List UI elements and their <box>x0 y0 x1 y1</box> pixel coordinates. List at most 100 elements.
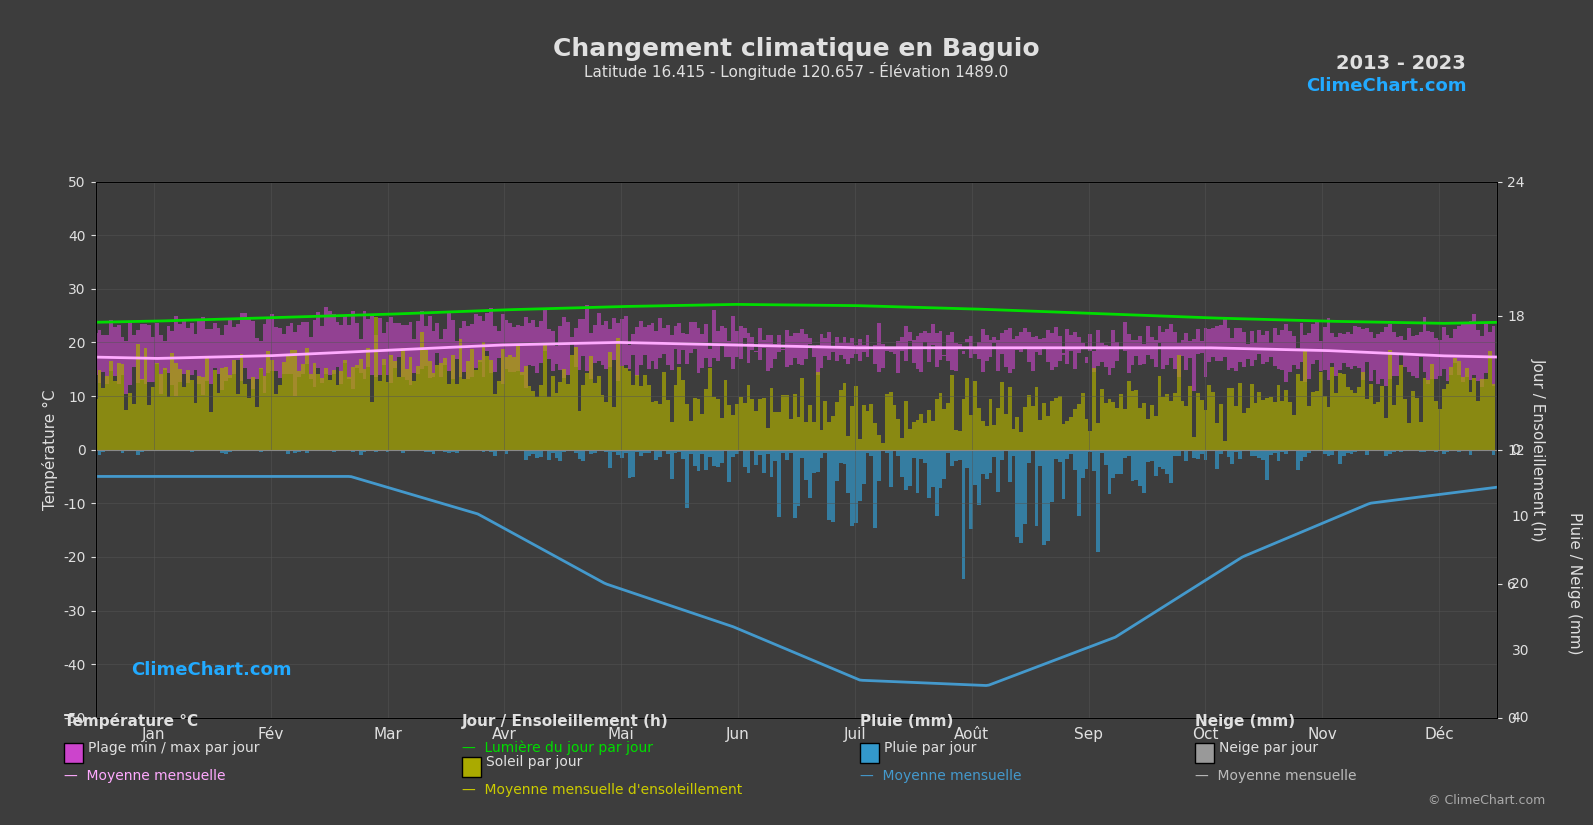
Bar <box>201 377 205 450</box>
Bar <box>946 450 949 453</box>
Bar <box>1270 450 1273 455</box>
Bar <box>924 332 927 342</box>
Bar <box>682 450 685 459</box>
Bar <box>789 336 793 365</box>
Bar <box>1338 373 1341 450</box>
Bar <box>585 373 589 450</box>
Bar <box>693 450 696 466</box>
Bar <box>734 450 739 454</box>
Bar <box>513 327 516 372</box>
Bar <box>669 422 674 450</box>
Bar <box>1161 332 1164 369</box>
Bar <box>647 385 650 450</box>
Bar <box>900 337 905 351</box>
Bar <box>1161 397 1164 450</box>
Bar <box>1319 371 1322 450</box>
Bar <box>658 450 663 457</box>
Bar <box>930 421 935 450</box>
Bar <box>1099 389 1104 450</box>
Bar <box>1289 402 1292 450</box>
Bar <box>1380 332 1384 380</box>
Bar <box>789 419 793 450</box>
Bar <box>808 450 812 497</box>
Bar <box>1223 441 1227 450</box>
Text: 40: 40 <box>1512 711 1529 724</box>
Text: ClimeChart.com: ClimeChart.com <box>1306 77 1467 95</box>
Bar <box>1180 450 1185 451</box>
Bar <box>1426 332 1431 384</box>
Bar <box>682 380 685 450</box>
Bar <box>812 347 816 356</box>
Bar <box>500 450 505 451</box>
Bar <box>1477 330 1480 381</box>
Bar <box>1039 450 1042 465</box>
Bar <box>1153 340 1158 367</box>
Bar <box>819 334 824 368</box>
Bar <box>140 324 143 380</box>
Bar <box>581 385 585 450</box>
Bar <box>1257 392 1262 450</box>
Bar <box>546 450 551 460</box>
Bar <box>1480 336 1485 387</box>
Bar <box>233 328 236 375</box>
Bar <box>116 324 121 384</box>
Bar <box>363 450 366 451</box>
Bar <box>1158 376 1161 450</box>
Bar <box>1469 321 1472 380</box>
Bar <box>1096 450 1099 553</box>
Bar <box>527 386 532 450</box>
Bar <box>570 337 573 343</box>
Bar <box>774 412 777 450</box>
Bar <box>401 348 405 450</box>
Bar <box>350 311 355 389</box>
Bar <box>800 378 804 450</box>
Bar <box>1243 413 1246 450</box>
Bar <box>459 338 462 450</box>
Bar <box>1131 450 1134 481</box>
Bar <box>570 355 573 450</box>
Bar <box>693 398 696 450</box>
Bar <box>462 450 467 451</box>
Bar <box>1112 403 1115 450</box>
Bar <box>624 316 628 365</box>
Bar <box>467 450 470 451</box>
Bar <box>769 335 774 367</box>
Bar <box>965 450 969 468</box>
Bar <box>274 394 279 450</box>
Bar <box>742 328 747 338</box>
Bar <box>734 331 739 357</box>
Bar <box>1488 332 1491 355</box>
Bar <box>1012 339 1015 369</box>
Bar <box>1112 330 1115 368</box>
Bar <box>1000 450 1004 460</box>
Bar <box>658 318 663 358</box>
Bar <box>1139 408 1142 450</box>
Bar <box>1308 333 1311 379</box>
Bar <box>962 398 965 450</box>
Bar <box>734 404 739 450</box>
Bar <box>1450 366 1453 450</box>
Bar <box>497 332 500 358</box>
Bar <box>739 326 742 359</box>
Bar <box>709 369 712 450</box>
Bar <box>854 346 859 355</box>
Bar <box>1169 324 1172 358</box>
Bar <box>946 336 949 361</box>
Bar <box>1088 334 1093 351</box>
Bar <box>1172 332 1177 370</box>
Bar <box>793 450 796 518</box>
Bar <box>1066 421 1069 450</box>
Bar <box>674 384 677 450</box>
Bar <box>497 381 500 450</box>
Bar <box>585 305 589 371</box>
Bar <box>1281 330 1284 370</box>
Bar <box>1354 326 1357 365</box>
Bar <box>777 412 781 450</box>
Bar <box>1015 336 1020 350</box>
Bar <box>1055 450 1058 459</box>
Bar <box>1488 351 1491 450</box>
Bar <box>911 450 916 459</box>
Bar <box>1080 394 1085 450</box>
Bar <box>190 450 193 451</box>
Bar <box>1034 336 1039 352</box>
